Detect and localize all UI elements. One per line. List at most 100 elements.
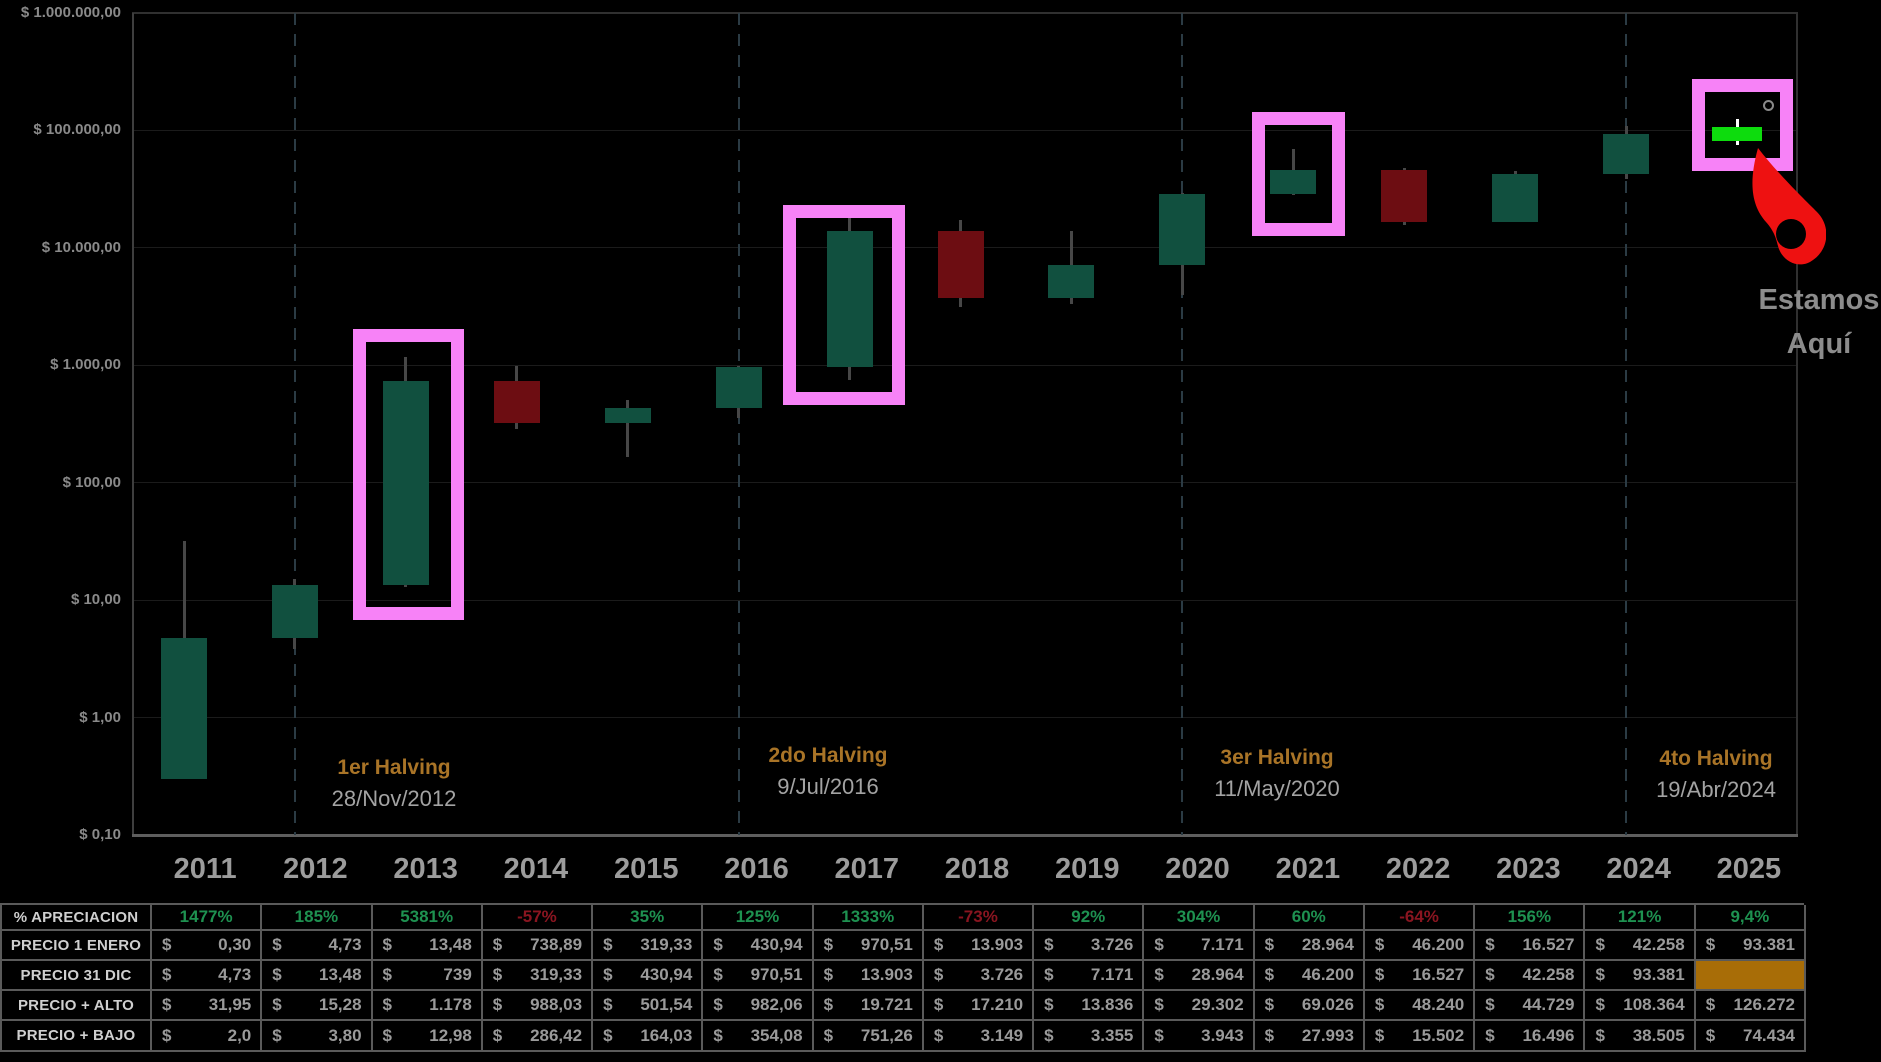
price-value: 751,26 bbox=[860, 1025, 913, 1045]
row-label-precio-1-enero: PRECIO 1 ENERO bbox=[2, 931, 152, 961]
price-cell-precio-bajo-2013: $12,98 bbox=[372, 1021, 483, 1052]
price-cell-precio-31-dic-2023: $42.258 bbox=[1475, 961, 1586, 991]
price-cell-precio-bajo-2012: $3,80 bbox=[262, 1021, 373, 1052]
price-cell-precio-bajo-2011: $2,0 bbox=[152, 1021, 263, 1052]
currency-symbol: $ bbox=[1044, 965, 1054, 984]
price-cell-precio-31-dic-2025 bbox=[1695, 961, 1806, 991]
percent-cell-2024: 121% bbox=[1585, 905, 1696, 931]
currency-symbol: $ bbox=[1154, 965, 1164, 984]
price-value: 13.903 bbox=[860, 965, 913, 984]
price-value: 7.171 bbox=[1201, 935, 1244, 954]
percent-cell-2018: -73% bbox=[923, 905, 1035, 931]
halving-title-2024: 4to Halving bbox=[1659, 747, 1773, 770]
year-label-2016: 2016 bbox=[724, 853, 789, 885]
price-value: 38.505 bbox=[1632, 1025, 1685, 1045]
price-value: 738,89 bbox=[530, 935, 583, 954]
y-axis-label: $ 1,00 bbox=[79, 708, 121, 726]
halving-date-2024: 19/Abr/2024 bbox=[1656, 777, 1776, 802]
currency-symbol: $ bbox=[1595, 935, 1605, 954]
price-cell-precio-alto-2021: $69.026 bbox=[1254, 991, 1365, 1021]
row-label-precio-31-dic: PRECIO 31 DIC bbox=[2, 961, 152, 991]
price-value: 31,95 bbox=[208, 995, 252, 1014]
currency-symbol: $ bbox=[603, 995, 613, 1014]
price-cell-precio-31-dic-2019: $7.171 bbox=[1034, 961, 1145, 991]
price-value: 3,80 bbox=[328, 1025, 362, 1045]
price-value: 28.964 bbox=[1301, 935, 1354, 954]
y-axis-label: $ 10.000,00 bbox=[41, 238, 121, 256]
price-value: 108.364 bbox=[1623, 995, 1685, 1014]
halving-line-2016 bbox=[737, 13, 740, 835]
price-value: 319,33 bbox=[530, 965, 583, 984]
candle-body-2021 bbox=[1270, 169, 1317, 194]
price-value: 16.496 bbox=[1522, 1025, 1575, 1045]
price-cell-precio-alto-2024: $108.364 bbox=[1585, 991, 1696, 1021]
candle-body-2012 bbox=[271, 584, 318, 639]
price-cell-precio-1-enero-2019: $3.726 bbox=[1034, 931, 1145, 961]
currency-symbol: $ bbox=[823, 995, 834, 1014]
price-value: 3.726 bbox=[980, 965, 1024, 984]
price-cell-precio-1-enero-2017: $970,51 bbox=[813, 931, 924, 961]
price-cell-precio-31-dic-2016: $970,51 bbox=[703, 961, 814, 991]
currency-symbol: $ bbox=[713, 995, 723, 1014]
price-cell-precio-31-dic-2021: $46.200 bbox=[1254, 961, 1365, 991]
price-value: 286,42 bbox=[530, 1025, 583, 1045]
percent-cell-2025: 9,4% bbox=[1695, 905, 1806, 931]
price-value: 739 bbox=[443, 965, 472, 984]
price-value: 970,51 bbox=[750, 965, 803, 984]
candle-body-2022 bbox=[1381, 169, 1428, 223]
year-label-2023: 2023 bbox=[1496, 853, 1561, 885]
candle-body-2016 bbox=[715, 366, 762, 409]
candle-body-2014 bbox=[493, 380, 540, 424]
highlight-box-2013 bbox=[353, 329, 464, 620]
currency-symbol: $ bbox=[1705, 935, 1716, 954]
currency-symbol: $ bbox=[1264, 965, 1275, 984]
gridline bbox=[133, 364, 1797, 366]
currency-symbol: $ bbox=[492, 965, 503, 984]
price-cell-precio-alto-2013: $1.178 bbox=[372, 991, 483, 1021]
price-value: 126.272 bbox=[1733, 995, 1795, 1014]
price-value: 69.026 bbox=[1301, 995, 1354, 1014]
price-cell-precio-alto-2025: $126.272 bbox=[1695, 991, 1806, 1021]
price-value: 4,73 bbox=[328, 935, 362, 954]
currency-symbol: $ bbox=[1154, 935, 1164, 954]
currency-symbol: $ bbox=[492, 1025, 503, 1045]
price-cell-precio-31-dic-2020: $28.964 bbox=[1144, 961, 1255, 991]
price-value: 13.903 bbox=[971, 935, 1024, 954]
price-cell-precio-bajo-2021: $27.993 bbox=[1254, 1021, 1365, 1052]
price-value: 12,98 bbox=[429, 1025, 472, 1045]
currency-symbol: $ bbox=[272, 965, 282, 984]
price-cell-precio-1-enero-2025: $93.381 bbox=[1695, 931, 1806, 961]
year-label-2024: 2024 bbox=[1606, 853, 1671, 885]
currency-symbol: $ bbox=[382, 965, 392, 984]
halving-date-2016: 9/Jul/2016 bbox=[777, 774, 879, 799]
currency-symbol: $ bbox=[823, 1025, 834, 1045]
y-axis-label: $ 10,00 bbox=[70, 591, 121, 609]
price-cell-precio-31-dic-2012: $13,48 bbox=[262, 961, 373, 991]
year-label-2014: 2014 bbox=[503, 853, 569, 885]
price-cell-precio-1-enero-2022: $46.200 bbox=[1364, 931, 1476, 961]
currency-symbol: $ bbox=[1044, 1025, 1054, 1045]
y-axis-label: $ 100.000,00 bbox=[33, 121, 121, 139]
currency-symbol: $ bbox=[823, 965, 834, 984]
price-value: 74.434 bbox=[1742, 1025, 1795, 1045]
price-value: 7.171 bbox=[1090, 965, 1134, 984]
price-table: % APRECIACION 1477% 185% 5381% -57% 35% 125% 13… bbox=[0, 903, 1806, 1052]
plot-border-right bbox=[1796, 13, 1798, 835]
percent-cell-2013: 5381% bbox=[372, 905, 483, 931]
halving-date-2012: 28/Nov/2012 bbox=[331, 786, 457, 811]
here-pointer-icon bbox=[1752, 148, 1826, 265]
price-cell-precio-alto-2017: $19.721 bbox=[813, 991, 924, 1021]
plot-border-left bbox=[132, 13, 134, 835]
currency-symbol: $ bbox=[492, 935, 503, 954]
price-value: 501,54 bbox=[640, 995, 693, 1014]
price-value: 42.258 bbox=[1522, 965, 1575, 984]
plot-axis-bottom bbox=[132, 834, 1798, 837]
percent-cell-2016: 125% bbox=[703, 905, 814, 931]
currency-symbol: $ bbox=[1374, 965, 1385, 984]
currency-symbol: $ bbox=[492, 995, 503, 1014]
currency-symbol: $ bbox=[1264, 995, 1275, 1014]
currency-symbol: $ bbox=[162, 1025, 172, 1045]
currency-symbol: $ bbox=[1154, 995, 1164, 1014]
price-value: 15,28 bbox=[318, 995, 362, 1014]
price-value: 0,30 bbox=[218, 935, 252, 954]
